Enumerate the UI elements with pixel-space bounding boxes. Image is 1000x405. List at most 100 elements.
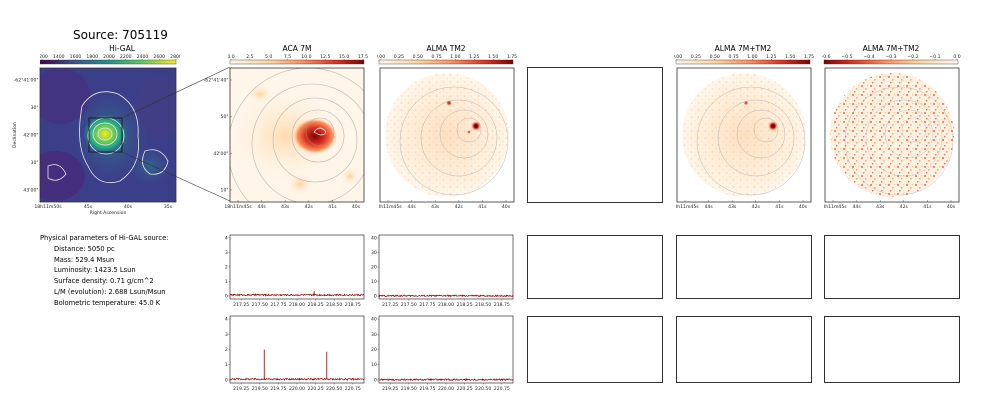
spectrum-y-tick-label: 40 [371,235,377,241]
spectrum-x-tick-label: 217.50 [401,302,417,308]
spectrum-x-tick-label: 217.50 [252,302,268,308]
aca7m-title: ACA 7M [282,44,312,53]
map-x-tick-label: 43s [876,204,885,210]
residual-colorbar: −0.6 −0.5 −0.4 −0.3 −0.2 −0.1 0.0 [822,54,961,65]
spectrum-y-tick-label: 1 [225,362,228,368]
spectrum-axes-frame [378,315,514,384]
spectrum-aca-spw1: 0 1 2 3 4 217.25 217.50 217.75 218.00 218.25 218.5… [225,234,365,308]
almatm2-map: 18h11m45s 44s 43s 42s 41s 40s [379,67,515,210]
colorbar-tick-label: −0.5 [841,54,852,60]
map-y-tick-label: -62°41'00" [14,78,39,84]
colorbar-tick-label: 1.50 [488,54,498,60]
colorbar-tick-label: 1400 [53,54,65,60]
empty-spectrum-frame [824,316,960,383]
colorbar-tick-label: −0.3 [885,54,896,60]
spectrum-y-tick-label: 2 [225,265,228,271]
colorbar-tick-label: 2.5 [246,54,253,60]
spectrum-x-tick-label: 219.50 [252,386,268,392]
figure-title: Source: 705119 [73,28,168,42]
spectrum-x-tick-label: 220.00 [438,386,454,392]
map-x-tick-label: 42s [752,204,761,210]
spectrum-axes-frame [378,234,514,300]
spectrum-line [378,294,514,298]
param-bolometric-temperature: Bolometric temperature: 45.0 K [54,298,161,307]
map-x-tick-label: 41s [923,204,932,210]
almatm2-title: ALMA TM2 [426,44,466,53]
colorbar-tick-label: 12.5 [320,54,330,60]
aca7m-map: 18h11m45s 44s 43s 42s 41s 40s -62°41'40" 50" 42'… [204,67,365,210]
param-lm-ratio: L/M (evolution): 2.688 Lsun/Msun [54,287,166,296]
spectrum-y-tick-label: 1 [225,279,228,285]
map-x-tick-label: 44s [257,204,266,210]
empty-map-frame [527,67,663,203]
colorbar-tick-label: 1.00 [450,54,460,60]
colorbar-tick-label: 1200 [40,54,48,60]
spectrum-y-tick-label: 30 [371,250,377,256]
colorbar-tick-label: 0.00 [377,54,385,60]
higal-title: Hi-GAL [109,44,135,53]
empty-spectrum-frame [824,235,960,299]
map-x-axis-label: Right Ascension [90,210,127,216]
empty-spectrum-frame [527,235,663,299]
map-x-tick-label: 41s [775,204,784,210]
map-y-axis-label: Declination [12,122,18,148]
colorbar-tick-label: −0.4 [863,54,874,60]
map-x-tick-label: 43s [431,204,440,210]
colorbar-tick-label: 1600 [70,54,82,60]
colorbar-tick-label: 1.75 [804,54,814,60]
colorbar-tick-label: 1.25 [469,54,479,60]
spectrum-x-tick-label: 218.25 [457,302,473,308]
colorbar-tick-label: 5.0 [265,54,272,60]
spectrum-y-tick-label: 10 [371,362,377,368]
spectrum-axes-frame [229,234,365,300]
colorbar-tick-label: 0.50 [413,54,423,60]
spectrum-line [378,378,514,382]
residual-map: 18h11m45s 44s 43s 42s 41s 40s [824,67,960,210]
map-x-tick-label: 40s [947,204,956,210]
spectrum-x-tick-label: 218.00 [438,302,454,308]
colorbar-tick-label: 2400 [137,54,149,60]
alma7mtm2-map: 18h11m45s 44s 43s 42s 41s 40s [676,67,812,210]
map-x-tick-label: 42s [900,204,909,210]
colorbar-tick-label: 0.25 [394,54,404,60]
colorbar-tick-label: 1.00 [747,54,757,60]
map-x-tick-label: 35s [164,204,173,210]
spectrum-y-tick-label: 0 [374,294,377,300]
map-x-tick-label: 42s [305,204,314,210]
map-y-tick-label: 50" [221,114,229,120]
spectrum-x-tick-label: 217.75 [419,302,435,308]
spectrum-y-tick-label: 0 [225,377,228,383]
param-luminosity: Luminosity: 1423.5 Lsun [54,266,136,275]
map-x-tick-label: 44s [852,204,861,210]
parameters-heading: Physical parameters of Hi-GAL source: [40,234,169,242]
map-x-tick-label: 42s [455,204,464,210]
spectrum-x-tick-label: 219.25 [382,386,398,392]
alma7mtm2-title: ALMA 7M+TM2 [714,44,772,53]
spectrum-line [229,377,365,381]
spectrum-y-tick-label: 2 [225,347,228,353]
map-x-tick-label: 18h11m45s [676,204,699,210]
map-x-tick-label: 40s [799,204,808,210]
colorbar-tick-label: 1.25 [766,54,776,60]
param-mass: Mass: 529.4 Msun [54,255,115,264]
colorbar-tick-label: 0.00 [674,54,682,60]
colorbar-tick-label: 1.75 [507,54,517,60]
spectrum-y-tick-label: 3 [225,332,228,338]
map-x-tick-label: 40s [352,204,361,210]
map-x-tick-label: 41s [478,204,487,210]
spectrum-x-tick-label: 218.50 [326,302,342,308]
spectrum-x-tick-label: 220.50 [326,386,342,392]
spectrum-x-tick-label: 217.75 [270,302,286,308]
map-y-tick-label: 42'00" [213,151,228,157]
colorbar-tick-label: −0.6 [822,54,831,60]
spectrum-x-tick-label: 220.00 [289,386,305,392]
spectrum-x-tick-label: 219.25 [233,386,249,392]
map-y-tick-label: 30" [31,105,39,111]
spectrum-y-tick-label: 20 [371,265,377,271]
source-parameters: Physical parameters of Hi-GAL source: Di… [40,233,168,309]
spectrum-x-tick-label: 220.75 [494,386,510,392]
spectrum-x-tick-label: 219.75 [270,386,286,392]
